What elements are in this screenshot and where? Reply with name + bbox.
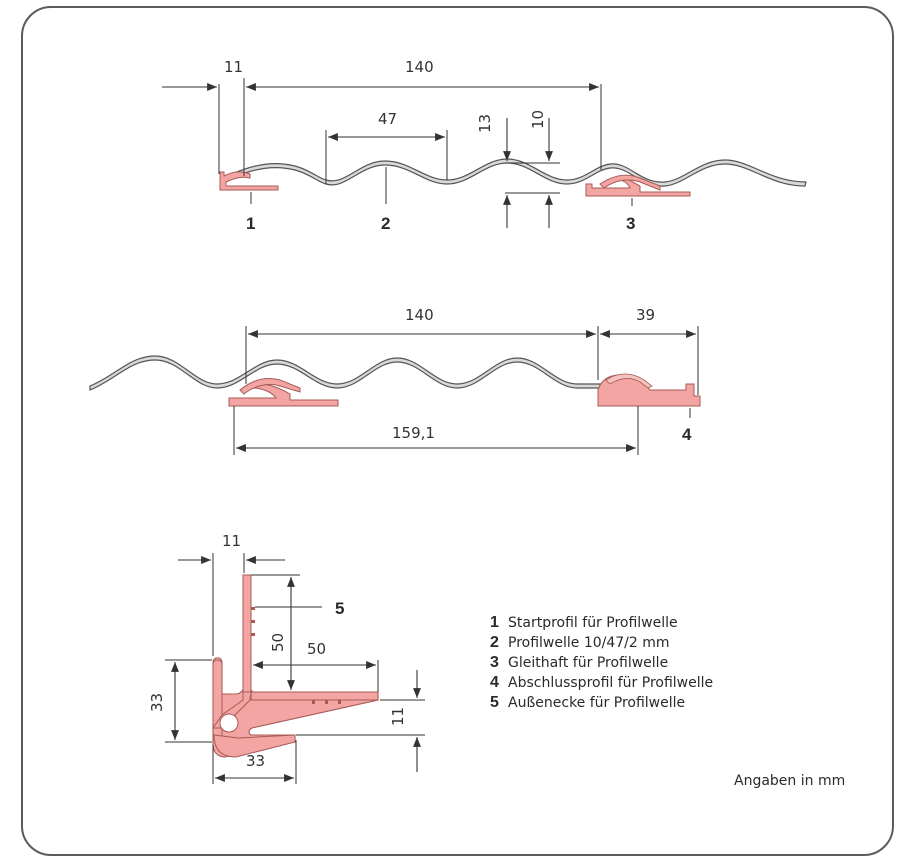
callout-3: 3 (626, 214, 635, 233)
dim-140-middle: 140 (405, 306, 434, 324)
legend-item: 3 Gleithaft für Profilwelle (490, 654, 669, 671)
legend-item: 4 Abschlussprofil für Profilwelle (490, 674, 714, 691)
dim-39: 39 (636, 306, 655, 324)
dim-50-vertical: 50 (269, 633, 287, 652)
dim-33-horizontal: 33 (246, 752, 265, 770)
dim-50-horizontal: 50 (307, 640, 326, 658)
profile-sheet-top (231, 158, 807, 187)
outer-corner-profile (212, 574, 379, 758)
dim-11-top: 11 (224, 58, 243, 76)
top-detail: 11 140 47 13 10 1 2 3 (162, 58, 807, 233)
middle-detail: 140 39 159,1 4 (89, 306, 701, 455)
start-profile (219, 171, 279, 191)
callout-1: 1 (246, 214, 255, 233)
legend-item: 1 Startprofil für Profilwelle (490, 614, 678, 631)
corner-hole (219, 713, 239, 733)
drawing-frame (21, 6, 894, 856)
callout-5: 5 (335, 599, 344, 618)
dim-47: 47 (378, 110, 397, 128)
dim-11-right: 11 (389, 707, 407, 726)
legend: 1 Startprofil für Profilwelle 2 Profilwell… (490, 613, 713, 713)
units-note: Angaben in mm (734, 773, 846, 789)
callout-4: 4 (682, 425, 692, 444)
callout-2: 2 (381, 214, 390, 233)
profile-sheet-middle (89, 355, 601, 391)
dim-159-1: 159,1 (392, 424, 435, 442)
dim-140-top: 140 (405, 58, 434, 76)
legend-item: 5 Außenecke für Profilwelle (490, 694, 686, 711)
dim-10: 10 (529, 110, 547, 129)
dim-13: 13 (476, 114, 494, 133)
dim-33-vertical: 33 (148, 693, 166, 712)
bottom-detail: 11 50 50 33 33 11 5 (148, 532, 425, 784)
dim-11-corner: 11 (222, 532, 241, 550)
legend-item: 2 Profilwelle 10/47/2 mm (490, 634, 670, 651)
